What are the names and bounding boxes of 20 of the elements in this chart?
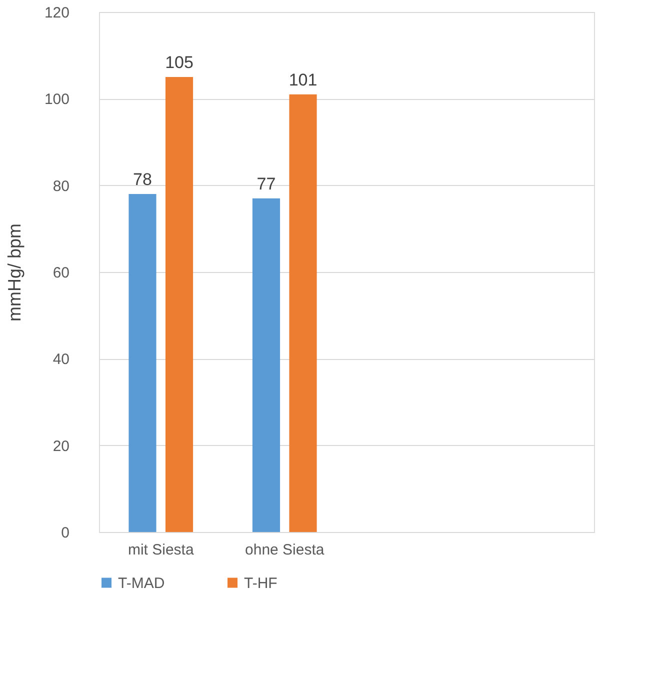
data-label: 78 xyxy=(133,170,152,189)
bar xyxy=(165,77,194,532)
y-tick-label: 120 xyxy=(44,4,70,22)
data-label: 105 xyxy=(165,53,194,72)
y-tick-label: 40 xyxy=(52,351,70,368)
data-label: 77 xyxy=(256,174,276,194)
bar xyxy=(252,198,280,532)
y-tick-label: 100 xyxy=(44,91,70,108)
y-tick-label: 20 xyxy=(52,438,70,455)
legend-label: T-HF xyxy=(244,574,278,592)
y-tick-label: 80 xyxy=(52,178,70,195)
y-tick-label: 0 xyxy=(61,524,70,542)
x-tick-label: ohne Siesta xyxy=(245,542,325,558)
legend-label: T-MAD xyxy=(118,574,165,592)
y-tick-label: 60 xyxy=(52,264,70,282)
y-axis-title: mmHg/ bpm xyxy=(4,223,24,322)
bar xyxy=(128,194,156,532)
bar xyxy=(289,94,317,532)
data-label: 101 xyxy=(288,70,318,90)
x-tick-label: mit Siesta xyxy=(128,542,194,558)
